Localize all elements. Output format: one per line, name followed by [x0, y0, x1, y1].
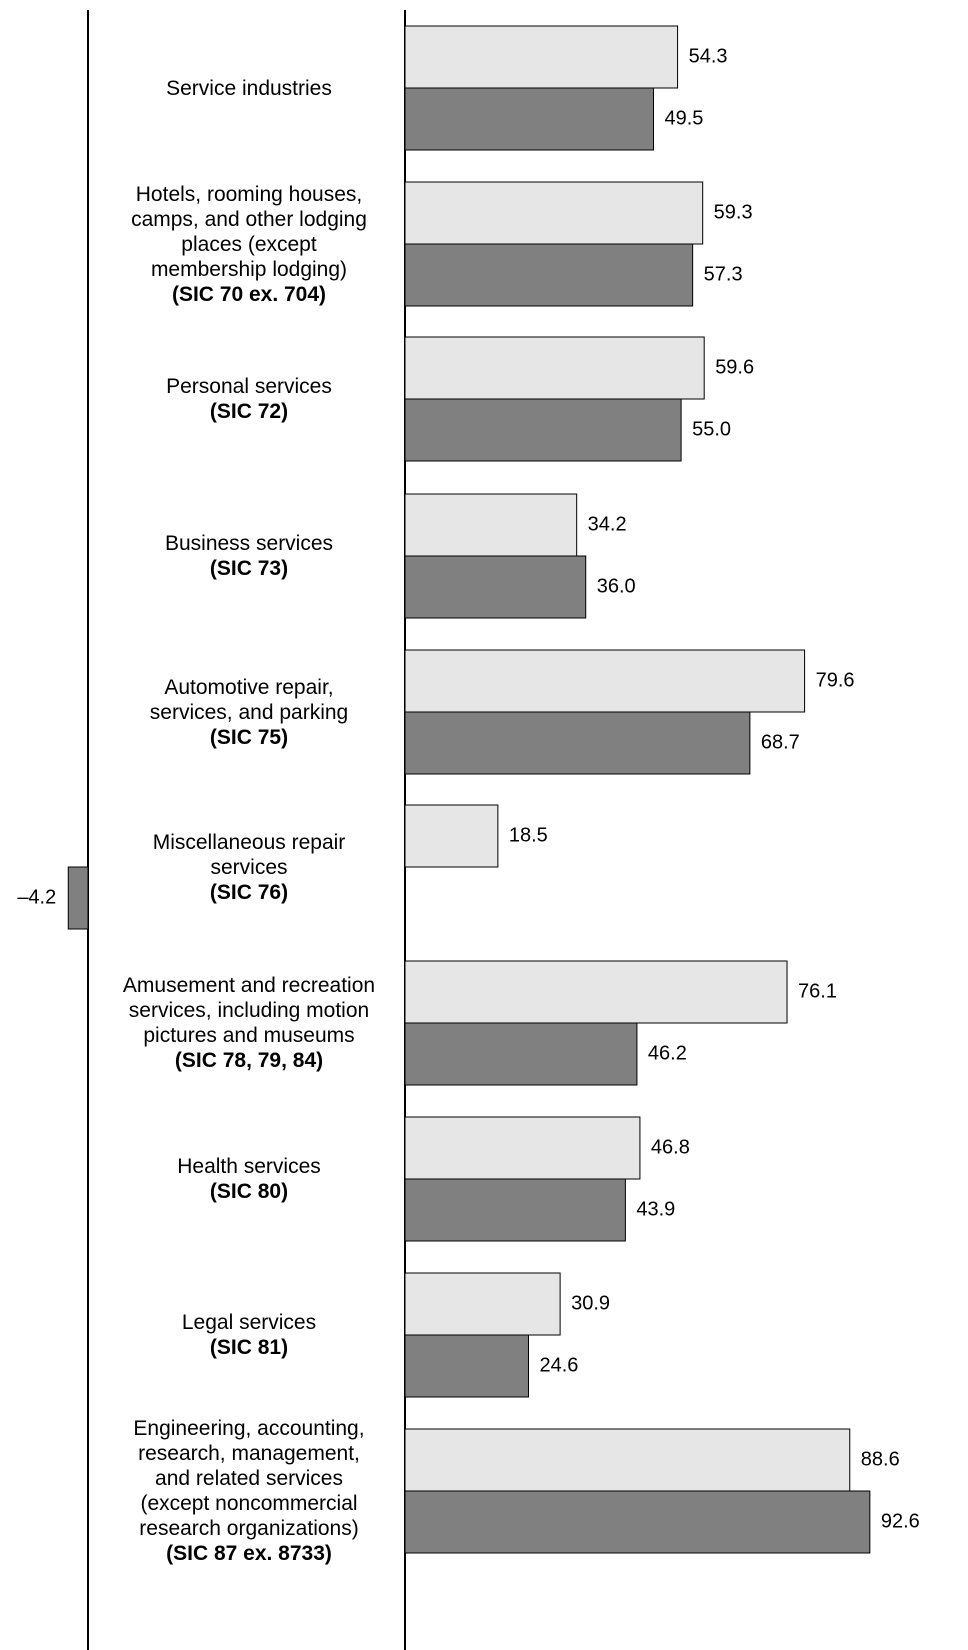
bar-series-2-4 — [404, 711, 751, 775]
value-label-series-1-5: 18.5 — [509, 824, 548, 846]
bar-series-1-4 — [404, 649, 806, 713]
value-label-series-2-4: 68.7 — [761, 731, 800, 753]
category-sic-code: (SIC 80) — [209, 1180, 289, 1203]
bar-series-1-0 — [404, 25, 679, 89]
category-label-0: Service industries — [99, 76, 399, 101]
category-name: Health services — [177, 1155, 321, 1178]
category-name: Personal services — [166, 375, 332, 398]
value-label-series-2-1: 57.3 — [704, 263, 743, 285]
bar-series-1-2 — [404, 336, 705, 400]
category-name: Hotels, rooming houses, camps, and other… — [131, 182, 367, 281]
category-sic-code: (SIC 81) — [209, 1336, 289, 1359]
bar-series-1-6 — [404, 960, 788, 1024]
bar-series-2-7 — [404, 1178, 626, 1242]
category-sic-code: (SIC 73) — [209, 557, 289, 580]
value-labels-group: 54.3 49.5 59.3 57.3 59.6 55.0 34.2 36.0 79.6 68.7… — [17, 45, 919, 1532]
category-label-7: Health services (SIC 80) — [99, 1154, 399, 1204]
category-label-8: Legal services (SIC 81) — [99, 1310, 399, 1360]
value-label-series-2-5: –4.2 — [17, 886, 56, 908]
value-label-series-2-6: 46.2 — [648, 1042, 687, 1064]
value-label-series-1-9: 88.6 — [861, 1448, 900, 1470]
bar-series-2-3 — [404, 555, 587, 619]
bar-series-1-9 — [404, 1428, 851, 1492]
category-label-9: Engineering, accounting, research, manag… — [99, 1416, 399, 1566]
category-sic-code: (SIC 72) — [209, 400, 289, 423]
category-name: Engineering, accounting, research, manag… — [133, 1417, 365, 1540]
category-sic-code: (SIC 87 ex. 8733) — [166, 1542, 332, 1565]
category-label-6: Amusement and recreation services, inclu… — [99, 973, 399, 1073]
value-label-series-2-3: 36.0 — [597, 575, 636, 597]
value-label-series-2-8: 24.6 — [539, 1354, 578, 1376]
value-label-series-2-7: 43.9 — [636, 1198, 675, 1220]
category-sic-code: (SIC 75) — [209, 725, 289, 749]
value-label-series-1-1: 59.3 — [714, 201, 753, 223]
bars-group — [67, 25, 871, 1554]
bar-series-1-5 — [404, 804, 499, 868]
value-label-series-2-9: 92.6 — [881, 1510, 920, 1532]
value-label-series-1-6: 76.1 — [798, 980, 837, 1002]
bar-series-2-5 — [67, 866, 89, 930]
category-sic-code: (SIC 78, 79, 84) — [174, 1049, 324, 1072]
category-label-3: Business services (SIC 73) — [99, 531, 399, 581]
value-label-series-1-0: 54.3 — [689, 45, 728, 67]
value-label-series-1-8: 30.9 — [571, 1292, 610, 1314]
bar-series-2-2 — [404, 398, 682, 462]
category-name: Miscellaneous repair services — [152, 830, 346, 879]
value-label-series-1-7: 46.8 — [651, 1136, 690, 1158]
bar-series-2-8 — [404, 1334, 529, 1398]
category-name: Business services — [164, 532, 334, 555]
bar-series-1-7 — [404, 1116, 641, 1180]
value-label-series-1-4: 79.6 — [816, 669, 855, 691]
category-label-4: Automotive repair, services, and parking… — [99, 675, 399, 750]
category-sic-code: (SIC 76) — [209, 880, 289, 904]
bar-series-1-8 — [404, 1272, 561, 1336]
category-name: Legal services — [181, 1311, 317, 1334]
bar-series-1-3 — [404, 493, 578, 557]
value-label-series-2-2: 55.0 — [692, 418, 731, 440]
category-name: Amusement and recreation services, inclu… — [122, 974, 376, 1047]
category-name: Automotive repair, services, and parking — [149, 675, 349, 724]
category-label-2: Personal services (SIC 72) — [99, 374, 399, 424]
value-label-series-1-2: 59.6 — [715, 356, 754, 378]
bar-series-2-1 — [404, 243, 694, 307]
category-label-5: Miscellaneous repair services (SIC 76) — [99, 830, 399, 905]
bar-series-2-9 — [404, 1490, 871, 1554]
bar-series-2-0 — [404, 87, 654, 151]
category-label-1: Hotels, rooming houses, camps, and other… — [99, 182, 399, 307]
bar-series-2-6 — [404, 1022, 638, 1086]
category-name: Service industries — [166, 76, 332, 100]
bar-series-1-1 — [404, 181, 704, 245]
category-sic-code: (SIC 70 ex. 704) — [171, 282, 327, 306]
value-label-series-2-0: 49.5 — [664, 107, 703, 129]
value-label-series-1-3: 34.2 — [588, 513, 627, 535]
